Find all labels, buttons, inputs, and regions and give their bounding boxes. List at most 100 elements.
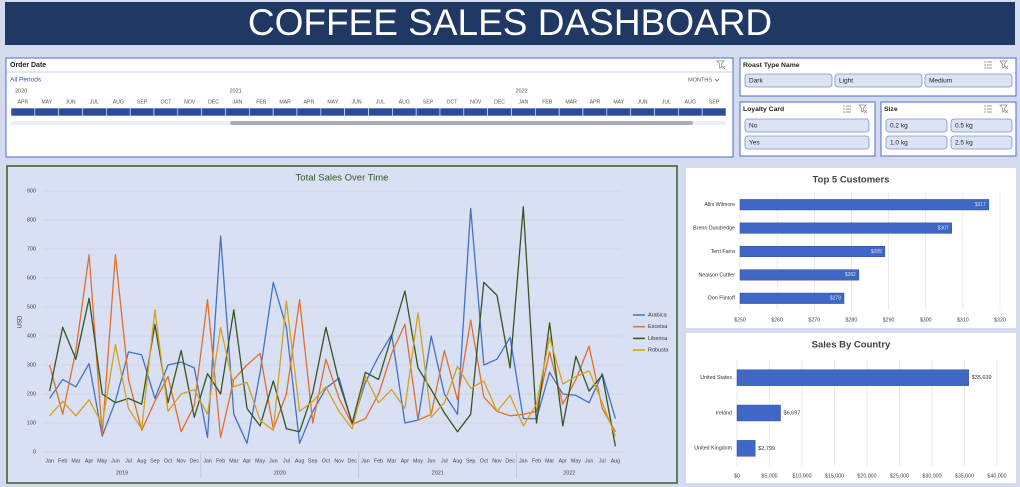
slicer-button[interactable] [744,118,870,133]
x-tick-label: Jan [45,458,54,464]
timeline-cell[interactable] [701,107,727,117]
timeline-cell[interactable] [439,107,465,117]
timeline-cell[interactable] [368,107,393,117]
timeline-cell[interactable] [201,107,226,117]
timeline-cell[interactable] [320,107,345,117]
timeline-month: MAY [613,99,624,105]
x-tick-label: $10,000 [792,473,811,479]
slicer-button[interactable] [885,135,948,150]
series-line [49,207,617,444]
category-label: United States [700,375,732,381]
timeline-month: DEC [208,99,219,105]
timeline-cell[interactable] [82,107,107,117]
timeline-cell[interactable] [606,107,631,117]
slicer-title: Roast Type Name [743,62,800,69]
x-group-label: 2019 [116,470,128,476]
y-tick-label: 200 [27,391,36,397]
slicer-button[interactable] [885,118,948,133]
timeline-cell[interactable] [630,107,655,117]
y-tick-label: 900 [27,188,36,194]
timeline-cell[interactable] [344,107,369,117]
clear-filter-icon[interactable] [858,104,868,114]
slicer-button[interactable] [834,73,923,88]
timeline-month: JUL [376,99,385,105]
slicer-item[interactable]: 0.5 kg [955,123,973,130]
x-tick-label: $25,000 [890,473,909,479]
timeline-cell[interactable] [678,107,703,117]
bar [736,440,756,457]
timeline-month: JUN [352,99,362,105]
slicer-item[interactable]: Medium [929,78,952,85]
slicer-button[interactable] [924,73,1013,88]
timeline-cell[interactable] [296,107,322,117]
timeline-month: MAY [41,99,52,105]
x-tick-label: May [571,458,581,464]
series-line [48,206,617,447]
y-tick-label: 500 [27,304,36,310]
multi-select-icon[interactable] [984,105,992,113]
chart-title: Sales By Country [812,340,891,351]
slicer-button[interactable] [744,135,870,150]
timeline-scroll-thumb[interactable] [230,121,693,125]
timeline-cell[interactable] [10,107,36,117]
timeline-month: AUG [399,99,410,105]
x-tick-label: Jun [585,458,594,464]
slicer-item[interactable]: Light [839,78,853,85]
timeline-cell[interactable] [177,107,202,117]
timeline-cell[interactable] [249,107,274,117]
category-label: Brenn Dundredge [693,226,735,232]
value-label: $6,697 [784,410,801,416]
slicer-item[interactable]: Yes [749,140,760,147]
slicer-button[interactable] [950,118,1013,133]
timeline-cell[interactable] [511,107,536,117]
x-tick-label: Jun [111,458,120,464]
bar [736,404,781,422]
timeline-level[interactable]: MONTHS [688,77,712,83]
clear-filter-icon[interactable] [999,60,1009,70]
slicer-item[interactable]: No [749,123,758,130]
timeline-month: JUL [662,99,671,105]
timeline-cell[interactable] [415,107,441,117]
timeline-cell[interactable] [463,107,488,117]
timeline-cell[interactable] [106,107,131,117]
x-tick-label: Mar [229,458,238,464]
slicer-item[interactable]: 2.5 kg [955,140,973,147]
timeline-cell[interactable] [582,107,608,117]
timeline-cell[interactable] [392,107,417,117]
clear-filter-icon[interactable] [999,104,1009,114]
x-tick-label: Aug [453,458,462,464]
timeline-cell[interactable] [654,107,679,117]
clear-filter-icon[interactable] [716,60,726,70]
x-tick-label: Nov [492,458,502,464]
timeline-cell[interactable] [558,107,584,117]
slicer-button[interactable] [950,135,1013,150]
timeline-year: 2022 [516,88,528,94]
x-tick-label: Feb [374,458,383,464]
timeline-cell[interactable] [153,107,179,117]
x-tick-label: Dec [348,458,358,464]
timeline-cell[interactable] [58,107,83,117]
timeline-cell[interactable] [225,107,250,117]
x-tick-label: Jul [599,458,606,464]
timeline-cell[interactable] [535,107,560,117]
multi-select-icon[interactable] [984,61,992,69]
level-chevron[interactable] [714,78,720,82]
timeline-cell[interactable] [34,107,59,117]
timeline-cell[interactable] [487,107,512,117]
x-tick-label: Aug [137,458,146,464]
slicer-item[interactable]: Dark [749,78,763,85]
slicer-title: Size [884,106,898,113]
slicer-item[interactable]: 0.2 kg [890,123,908,130]
timeline-selection: All Periods [10,77,42,84]
timeline-month: JUN [66,99,76,105]
timeline-cell[interactable] [272,107,298,117]
timeline-cell[interactable] [129,107,155,117]
slicer-item[interactable]: 1.0 kg [890,140,908,147]
x-tick-label: May [255,458,265,464]
slicer-button[interactable] [744,73,833,88]
x-tick-label: Mar [71,458,80,464]
x-tick-label: $250 [734,317,746,323]
series-line [48,254,616,439]
multi-select-icon[interactable] [843,105,851,113]
